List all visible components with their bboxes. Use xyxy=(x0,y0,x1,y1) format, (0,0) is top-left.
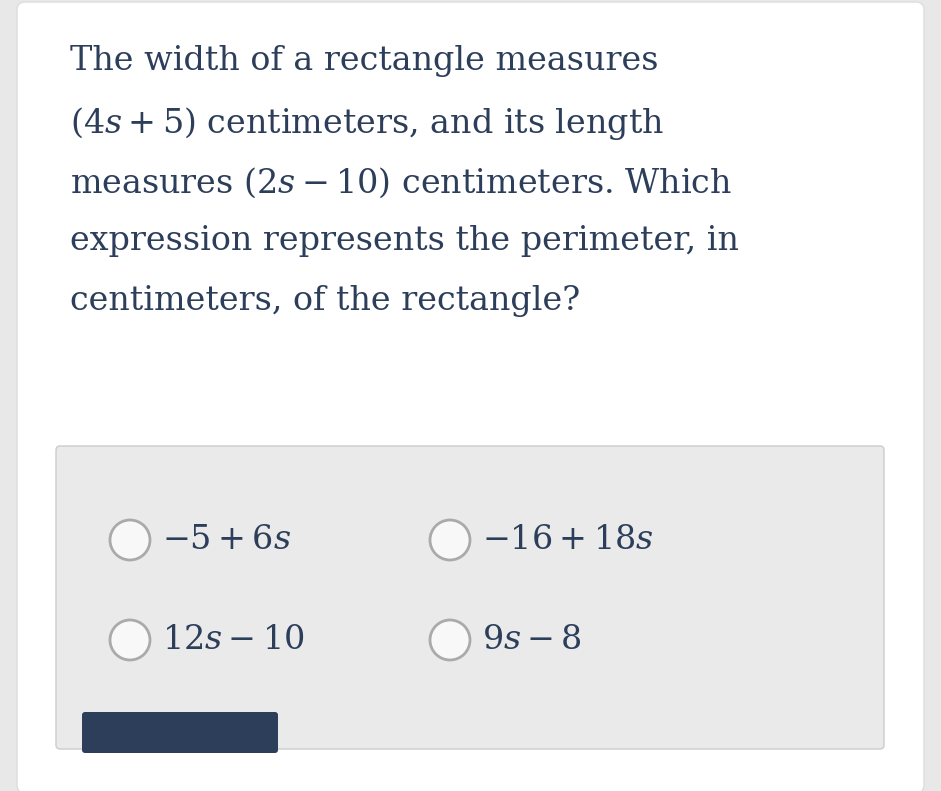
Circle shape xyxy=(430,620,470,660)
Circle shape xyxy=(430,520,470,560)
FancyBboxPatch shape xyxy=(82,712,278,753)
Text: centimeters, of the rectangle?: centimeters, of the rectangle? xyxy=(70,285,581,317)
FancyBboxPatch shape xyxy=(56,446,884,749)
Text: $-16+18s$: $-16+18s$ xyxy=(482,524,653,556)
Text: measures $(2s-10)$ centimeters. Which: measures $(2s-10)$ centimeters. Which xyxy=(70,165,732,199)
Text: expression represents the perimeter, in: expression represents the perimeter, in xyxy=(70,225,739,257)
Text: The width of a rectangle measures: The width of a rectangle measures xyxy=(70,45,659,77)
FancyBboxPatch shape xyxy=(17,2,924,791)
Circle shape xyxy=(110,620,150,660)
Text: $12s-10$: $12s-10$ xyxy=(162,624,305,656)
Text: $(4s+5)$ centimeters, and its length: $(4s+5)$ centimeters, and its length xyxy=(70,105,664,142)
Circle shape xyxy=(110,520,150,560)
Text: $-5+6s$: $-5+6s$ xyxy=(162,524,291,556)
Text: $9s-8$: $9s-8$ xyxy=(482,624,582,656)
